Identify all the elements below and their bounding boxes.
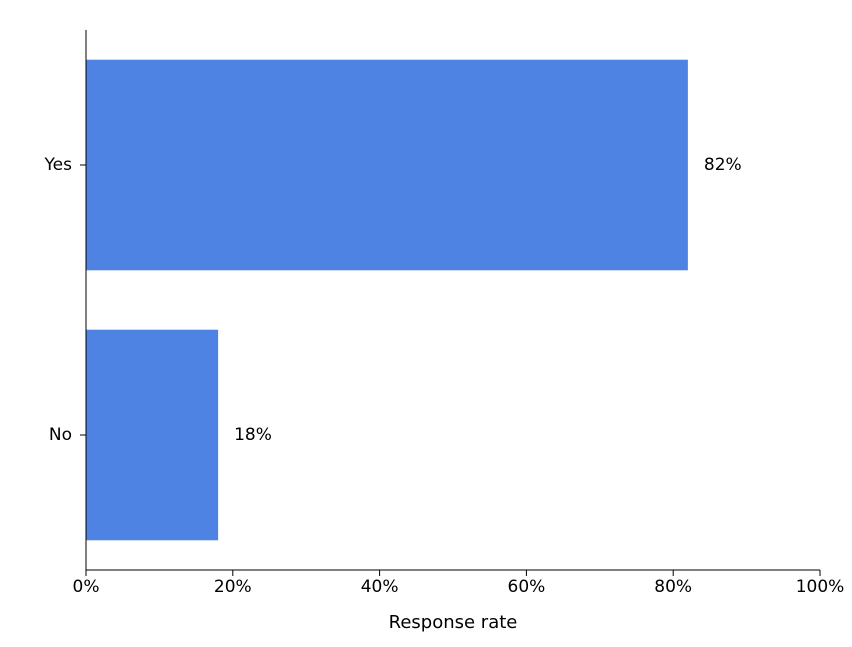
x-tick-label: 100% — [796, 577, 845, 597]
bar-no — [86, 330, 218, 541]
x-tick-label: 80% — [654, 577, 692, 597]
x-axis-title: Response rate — [389, 612, 518, 633]
x-tick-label: 20% — [214, 577, 252, 597]
x-tick-label: 40% — [361, 577, 399, 597]
bar-yes — [86, 60, 688, 271]
y-tick-label-no: No — [49, 425, 72, 445]
y-tick-label-yes: Yes — [44, 155, 73, 175]
bar-value-label-yes: 82% — [704, 155, 742, 175]
response-rate-chart: 82% 18% 0% 20% 40% 60% 80% 100% Yes No Response ra… — [0, 0, 852, 647]
bar-value-label-no: 18% — [234, 425, 272, 445]
x-tick-label: 60% — [508, 577, 546, 597]
x-tick-label: 0% — [73, 577, 100, 597]
chart-svg: 82% 18% 0% 20% 40% 60% 80% 100% Yes No Response ra… — [0, 0, 852, 647]
